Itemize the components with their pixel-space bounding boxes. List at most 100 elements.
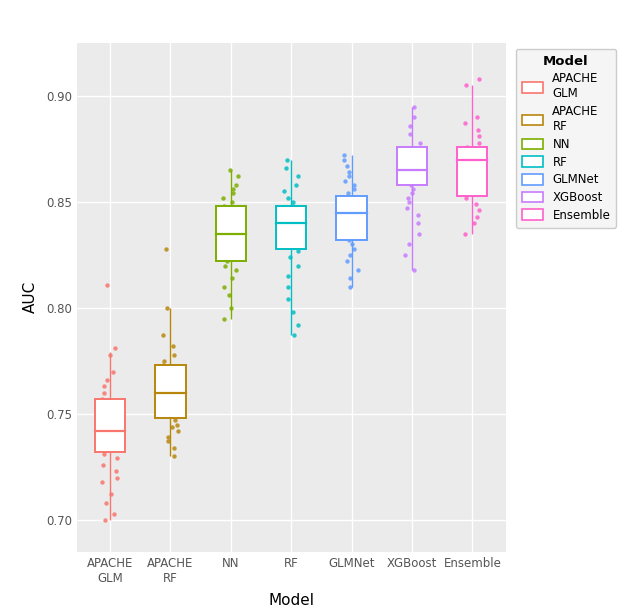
Point — [474, 74, 484, 84]
Point — [164, 379, 174, 389]
Point — [170, 416, 180, 425]
Point — [339, 154, 349, 164]
Point — [167, 422, 177, 432]
Point — [461, 169, 471, 179]
Point — [409, 154, 419, 164]
Point — [404, 150, 414, 160]
Point — [228, 252, 238, 262]
Point — [292, 172, 303, 181]
Point — [162, 303, 172, 313]
Point — [232, 172, 243, 181]
Point — [340, 205, 351, 215]
Point — [227, 231, 237, 241]
Point — [465, 166, 476, 175]
Point — [110, 343, 120, 353]
Point — [100, 407, 110, 417]
Point — [222, 256, 232, 266]
Point — [97, 460, 108, 470]
Point — [475, 157, 485, 167]
Point — [225, 223, 235, 232]
Point — [348, 185, 358, 194]
Point — [105, 417, 115, 427]
Point — [462, 142, 472, 151]
Point — [288, 201, 298, 211]
Point — [404, 240, 414, 249]
Point — [341, 161, 351, 171]
Point — [278, 231, 289, 241]
Point — [289, 214, 299, 224]
Point — [228, 189, 239, 199]
Point — [289, 330, 299, 340]
Point — [353, 265, 363, 275]
Point — [282, 154, 292, 164]
Point — [344, 172, 355, 181]
Point — [163, 436, 173, 446]
Point — [219, 201, 229, 211]
Point — [112, 454, 122, 463]
Point — [225, 166, 235, 175]
Point — [293, 261, 303, 270]
Point — [99, 381, 109, 391]
Point — [102, 280, 112, 289]
Point — [233, 205, 243, 215]
Point — [401, 250, 411, 260]
Bar — [458, 147, 488, 196]
Point — [225, 248, 236, 257]
Point — [409, 112, 419, 122]
Point — [227, 273, 237, 283]
Point — [474, 205, 484, 215]
Point — [97, 428, 108, 438]
Point — [409, 102, 419, 112]
Point — [219, 314, 229, 324]
Point — [225, 240, 236, 249]
Point — [339, 150, 349, 160]
Point — [170, 411, 180, 421]
Bar — [216, 206, 246, 261]
Point — [351, 214, 361, 224]
Point — [99, 449, 109, 459]
Point — [292, 240, 302, 249]
Point — [99, 515, 109, 525]
Point — [227, 197, 237, 207]
Point — [228, 185, 238, 194]
Point — [284, 294, 294, 304]
Point — [218, 192, 228, 202]
Point — [111, 473, 122, 482]
Bar — [95, 399, 125, 452]
Point — [345, 250, 355, 260]
Point — [340, 176, 350, 186]
Point — [284, 210, 294, 219]
Point — [415, 138, 425, 148]
Point — [404, 121, 415, 131]
Point — [292, 227, 303, 237]
Point — [293, 246, 303, 256]
Point — [226, 243, 236, 253]
Point — [472, 212, 482, 222]
Point — [108, 367, 118, 376]
Point — [402, 204, 412, 213]
Point — [109, 413, 119, 423]
Point — [164, 375, 175, 385]
Point — [287, 205, 298, 215]
Point — [405, 180, 415, 190]
Point — [97, 394, 108, 404]
Point — [407, 189, 417, 199]
Point — [342, 256, 352, 266]
Point — [411, 176, 421, 186]
Point — [278, 218, 289, 228]
Point — [471, 150, 481, 160]
Point — [348, 192, 358, 202]
Point — [109, 509, 119, 519]
Point — [470, 199, 481, 209]
Point — [159, 356, 169, 366]
Point — [225, 218, 236, 228]
Point — [340, 227, 351, 237]
Point — [161, 243, 171, 253]
Point — [225, 291, 235, 300]
Point — [164, 384, 174, 394]
Point — [158, 330, 168, 340]
Point — [469, 176, 479, 186]
Point — [288, 307, 298, 317]
Point — [461, 192, 472, 202]
Point — [109, 400, 119, 410]
